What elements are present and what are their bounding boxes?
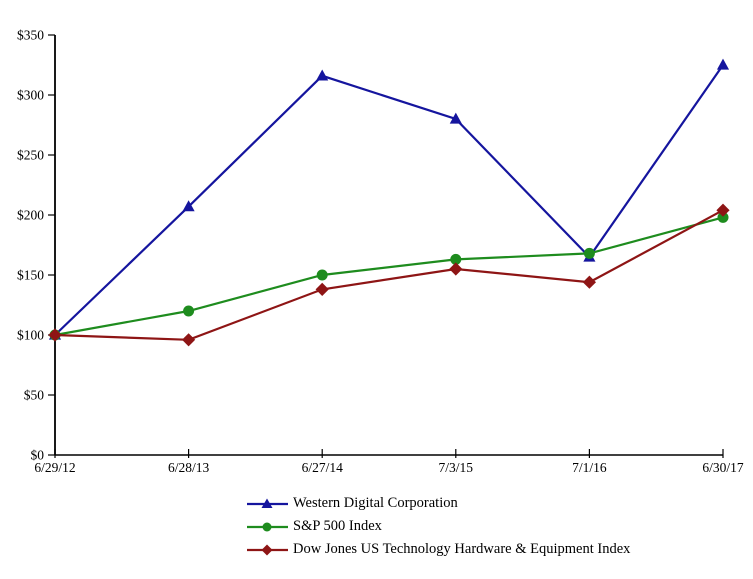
legend-label-western-digital: Western Digital Corporation bbox=[293, 495, 458, 511]
circle-marker bbox=[450, 253, 462, 265]
y-tick-label: $250 bbox=[17, 148, 44, 163]
diamond-marker bbox=[182, 333, 196, 347]
legend-item-dowjones-tech: Dow Jones US Technology Hardware & Equip… bbox=[246, 538, 630, 561]
y-tick-label: $0 bbox=[31, 448, 45, 463]
legend-label-sp500: S&P 500 Index bbox=[293, 518, 382, 534]
chart-legend: Western Digital Corporation S&P 500 Inde… bbox=[246, 492, 630, 561]
x-tick-label: 7/3/15 bbox=[439, 460, 474, 475]
triangle-marker bbox=[182, 200, 195, 212]
series-0 bbox=[48, 58, 730, 340]
triangle-marker bbox=[261, 498, 273, 508]
triangle-marker bbox=[316, 69, 329, 81]
series-line bbox=[54, 209, 724, 341]
performance-line-chart: $0 $50 $100 $150 $200 $250 $300 $350 6/29/12 6/28… bbox=[17, 28, 744, 476]
series-1 bbox=[49, 211, 729, 341]
series-line bbox=[54, 216, 724, 337]
x-tick-label: 6/27/14 bbox=[302, 460, 344, 475]
circle-marker bbox=[717, 211, 729, 223]
diamond-marker bbox=[449, 262, 463, 276]
y-tick-label: $300 bbox=[17, 88, 44, 103]
legend-swatch-circle bbox=[247, 522, 288, 531]
diamond-marker bbox=[582, 275, 596, 289]
diamond-marker bbox=[315, 282, 329, 296]
y-tick-label: $50 bbox=[24, 388, 45, 403]
circle-marker bbox=[583, 247, 595, 259]
y-tick-label: $200 bbox=[17, 208, 44, 223]
triangle-marker bbox=[449, 112, 462, 124]
y-tick-label: $150 bbox=[17, 268, 44, 283]
legend-label-dowjones-tech: Dow Jones US Technology Hardware & Equip… bbox=[293, 541, 631, 557]
circle-marker bbox=[262, 522, 272, 531]
series-line bbox=[54, 64, 724, 336]
diamond-marker bbox=[261, 544, 273, 555]
diamond-marker bbox=[48, 328, 62, 342]
triangle-marker bbox=[716, 58, 730, 70]
y-tick-label: $100 bbox=[17, 328, 44, 343]
legend-swatch-triangle bbox=[247, 498, 288, 508]
circle-marker bbox=[316, 269, 328, 281]
diamond-marker bbox=[716, 203, 730, 217]
x-tick-label: 6/30/17 bbox=[702, 460, 744, 475]
legend-swatch-diamond bbox=[247, 544, 288, 555]
x-tick-label: 7/1/16 bbox=[572, 460, 607, 475]
legend-item-western-digital: Western Digital Corporation bbox=[246, 492, 630, 515]
x-tick-label: 6/28/13 bbox=[168, 460, 210, 475]
series-2 bbox=[48, 203, 730, 347]
legend-item-sp500: S&P 500 Index bbox=[246, 515, 630, 538]
circle-marker bbox=[183, 305, 195, 317]
x-tick-label: 6/29/12 bbox=[34, 460, 75, 475]
y-tick-label: $350 bbox=[17, 28, 44, 43]
